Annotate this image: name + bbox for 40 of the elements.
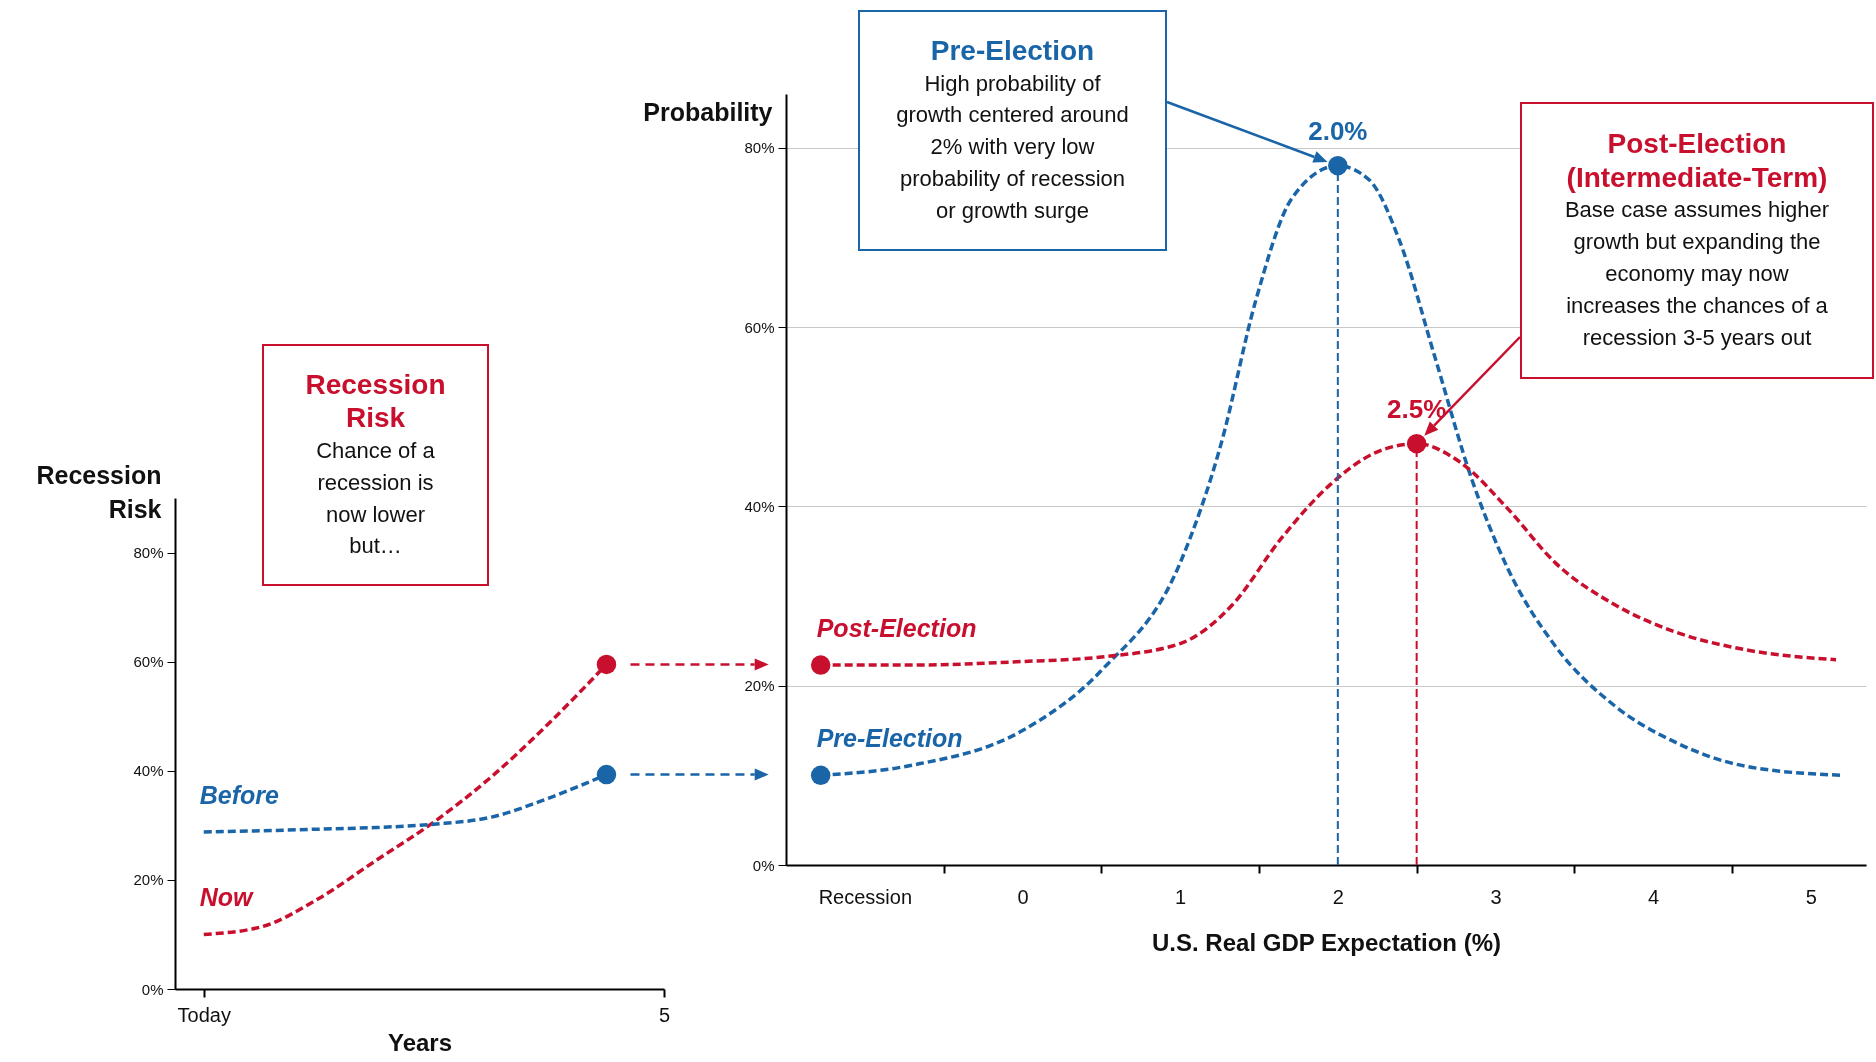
y-tick-label: 60% (133, 653, 164, 671)
y-tick-label: 40% (133, 762, 164, 780)
x-tick-label: Recession (818, 885, 913, 908)
point (810, 765, 831, 786)
x-tick-label: 0 (1017, 885, 1029, 908)
series-label: Pre-Election (816, 724, 963, 753)
annotation: High probability of growth centered around 2% with very low probability of recession or growth surge (895, 69, 1130, 226)
callout-box: Pre-Election High probability of growth centered around 2% with very low probability of recession or growth surge (858, 10, 1167, 251)
x-tick-label: 2 (1332, 885, 1344, 908)
y-tick-label: 20% (133, 871, 164, 889)
x-tick-label: 5 (658, 1003, 671, 1026)
annotation: 2.0% (1308, 115, 1368, 146)
callout-box: Post-Election (Intermediate-Term) Base case assumes higher growth but expanding the economy may now increases the chances of a recession 3-5 years out (1520, 102, 1874, 379)
series-label: Post-Election (816, 614, 977, 643)
y-tick-label: 0% (141, 980, 164, 998)
point (1328, 155, 1348, 176)
callout-box: Recession Risk Chance of a recession is now lower but… (262, 344, 489, 586)
y-tick-label: 80% (133, 544, 164, 562)
annotation: Base case assumes higher growth but expanding the economy may now increases the chances of a recession 3-5 years out (1563, 196, 1831, 352)
series-label: Now (199, 883, 255, 912)
point (810, 655, 831, 675)
x-tick-label: 5 (1805, 885, 1817, 908)
series-label: Before (199, 780, 280, 809)
y-axis-title: Probability (643, 97, 773, 126)
x-axis-title: Years (387, 1028, 453, 1056)
y-tick-label: 40% (744, 497, 775, 515)
annotation: Chance of a recession is now lower but… (315, 436, 436, 561)
annotation: Post-Election (Intermediate-Term) (1565, 127, 1829, 195)
y-tick-label: 60% (744, 318, 775, 336)
x-axis-title: U.S. Real GDP Expectation (%) (1152, 928, 1501, 956)
y-tick-label: 80% (744, 139, 775, 157)
y-tick-label: 0% (752, 856, 775, 874)
x-tick-label: Today (177, 1003, 231, 1026)
point (1406, 433, 1427, 454)
x-tick-label: 4 (1648, 885, 1660, 908)
y-axis-title: Recession Risk (36, 460, 162, 523)
annotation: 2.5% (1387, 393, 1447, 424)
y-tick-label: 20% (744, 677, 775, 695)
x-tick-label: 1 (1175, 885, 1187, 908)
x-tick-label: 3 (1490, 885, 1502, 908)
